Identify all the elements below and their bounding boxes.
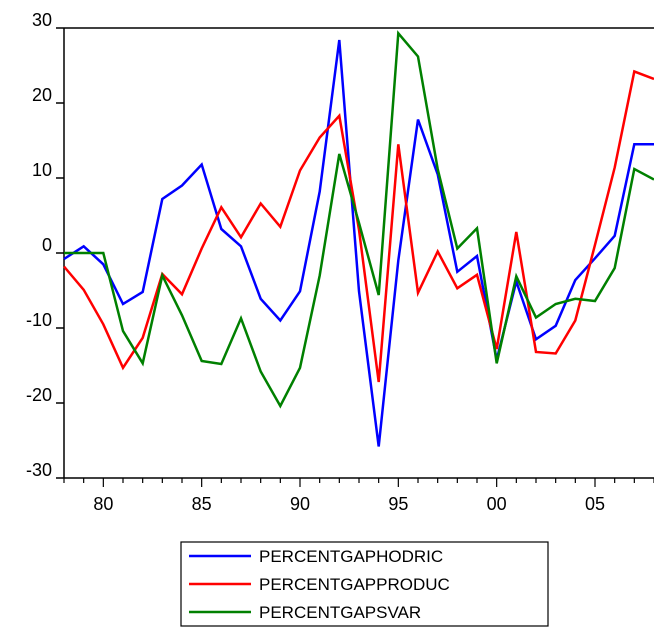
plot-frame <box>63 27 654 479</box>
x-tick-label: 85 <box>192 494 212 514</box>
x-axis: 80 85 90 95 00 05 <box>63 478 654 514</box>
x-tick-label: 95 <box>388 494 408 514</box>
y-tick-label: 0 <box>42 235 52 255</box>
series-layer <box>63 30 654 447</box>
y-tick-label: 20 <box>32 85 52 105</box>
legend: PERCENTGAPHODRIC PERCENTGAPPRODUC PERCENTG… <box>180 541 549 627</box>
series-line-percentgapsvar <box>64 30 654 409</box>
y-axis: -30 -20 -10 0 10 20 30 <box>26 10 64 480</box>
x-tick-label: 05 <box>585 494 605 514</box>
y-tick-label: -20 <box>26 385 52 405</box>
legend-label: PERCENTGAPHODRIC <box>259 547 443 566</box>
y-tick-label: -10 <box>26 310 52 330</box>
x-tick-label: 90 <box>290 494 310 514</box>
x-tick-label: 80 <box>93 494 113 514</box>
legend-label: PERCENTGAPSVAR <box>259 603 421 622</box>
x-tick-label: 00 <box>487 494 507 514</box>
legend-label: PERCENTGAPPRODUC <box>259 575 450 594</box>
series-line-percentgaphodric <box>63 39 654 447</box>
y-tick-label: 10 <box>32 160 52 180</box>
y-tick-label: 30 <box>32 10 52 30</box>
y-tick-label: -30 <box>26 460 52 480</box>
